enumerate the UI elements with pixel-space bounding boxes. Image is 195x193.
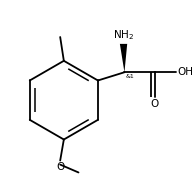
Text: O: O [56, 162, 64, 172]
Text: &1: &1 [126, 74, 135, 79]
Text: O: O [151, 99, 159, 109]
Text: OH: OH [177, 67, 193, 77]
Text: NH$_2$: NH$_2$ [113, 28, 134, 42]
Polygon shape [120, 44, 127, 72]
